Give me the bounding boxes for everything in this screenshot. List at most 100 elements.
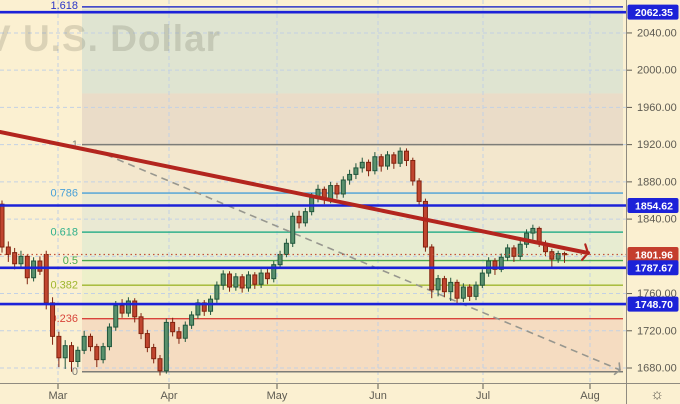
candle: [113, 301, 119, 331]
candle: [157, 354, 163, 376]
candle: [460, 283, 466, 302]
candle: [119, 299, 125, 318]
time-tick-label: Aug: [580, 390, 600, 402]
candle: [220, 270, 226, 290]
price-badge: 2062.35: [627, 4, 679, 20]
candle: [132, 298, 138, 323]
price-scale-settings-gear-icon[interactable]: ☼: [650, 386, 664, 403]
candle: [245, 271, 251, 292]
candle: [372, 152, 378, 175]
candle: [549, 248, 555, 268]
price-badge: 1854.62: [627, 197, 679, 213]
candle: [176, 327, 182, 344]
price-tick-label: 1920.00: [637, 139, 677, 151]
candle: [144, 329, 150, 353]
price-tick-label: 2040.00: [637, 27, 677, 39]
fib-level-label: 0.236: [50, 313, 78, 325]
candle: [81, 330, 87, 355]
candle: [214, 281, 220, 303]
candle: [448, 277, 454, 302]
candle: [378, 153, 384, 172]
candle: [290, 212, 296, 248]
candle: [467, 284, 473, 302]
fib-level-label: 0: [72, 366, 78, 378]
fib-level-label: 0.618: [50, 227, 78, 239]
candle: [479, 269, 485, 288]
candle: [271, 260, 277, 283]
candle: [530, 224, 536, 240]
price-tick-label: 1720.00: [637, 325, 677, 337]
candle: [511, 245, 517, 262]
candle: [138, 313, 144, 340]
candle: [182, 321, 188, 342]
price-axis[interactable]: 2040.00 2000.00 1960.00 1920.00 1880.00 1840.…: [627, 4, 679, 375]
candle: [416, 178, 422, 206]
price-tick-label: 1880.00: [637, 176, 677, 188]
candle: [62, 340, 68, 369]
candle: [283, 238, 289, 258]
candle: [555, 250, 561, 263]
candle: [264, 267, 270, 285]
candle: [125, 297, 131, 317]
candle: [5, 241, 11, 262]
time-tick-label: May: [267, 390, 288, 402]
candle: [302, 207, 308, 227]
candle: [100, 342, 106, 364]
candle: [422, 198, 428, 252]
candle: [517, 240, 523, 261]
candle: [403, 148, 409, 167]
trendline-red-downtrend[interactable]: [0, 130, 590, 261]
candle: [454, 279, 460, 304]
candle: [473, 281, 479, 301]
candle: [37, 256, 43, 275]
candles-layer: [0, 147, 567, 376]
time-tick-label: Apr: [160, 390, 177, 402]
candle: [31, 257, 37, 282]
candle: [391, 152, 397, 169]
candle: [561, 251, 567, 263]
time-axis[interactable]: Mar Apr May Jun Jul Aug: [49, 384, 600, 402]
trendline-gray-dashed-downtrend[interactable]: [94, 149, 621, 376]
candle: [252, 272, 258, 289]
svg-text:2062.35: 2062.35: [635, 7, 673, 19]
candle: [227, 271, 233, 292]
candle: [334, 182, 340, 199]
price-badge: 1801.96: [627, 247, 679, 263]
candle: [189, 311, 195, 329]
candle: [435, 274, 441, 297]
candle: [347, 169, 353, 185]
candle: [239, 274, 245, 293]
svg-text:1854.62: 1854.62: [635, 200, 673, 212]
time-tick-label: Mar: [49, 390, 68, 402]
fib-level-label: 0.5: [63, 255, 78, 267]
candle: [12, 247, 18, 270]
fib-level-label: 0.786: [50, 188, 78, 200]
candle: [0, 200, 5, 253]
time-tick-label: Jun: [369, 390, 387, 402]
price-tick-label: 1960.00: [637, 102, 677, 114]
candle: [340, 176, 346, 198]
horizontal-rays[interactable]: [0, 10, 626, 306]
candle: [410, 157, 416, 186]
candle: [163, 318, 169, 374]
candle: [75, 346, 81, 368]
candle: [441, 275, 447, 298]
price-tick-label: 1680.00: [637, 363, 677, 375]
candle: [359, 157, 365, 173]
candle: [69, 341, 75, 372]
time-tick-label: Jul: [476, 390, 490, 402]
candle: [87, 333, 93, 352]
candle: [505, 244, 511, 261]
time-axis-background[interactable]: [0, 384, 626, 404]
price-tick-label: 2000.00: [637, 65, 677, 77]
candle: [18, 250, 24, 267]
fib-bands-layer: [82, 8, 623, 372]
candle: [233, 273, 239, 291]
fib-retracement[interactable]: 1.618 1 0.786 0.618 0.5 0.382 0.236 0: [50, 0, 623, 378]
candle: [43, 250, 49, 310]
candle: [397, 147, 403, 167]
candle: [429, 244, 435, 299]
candle: [385, 151, 391, 170]
